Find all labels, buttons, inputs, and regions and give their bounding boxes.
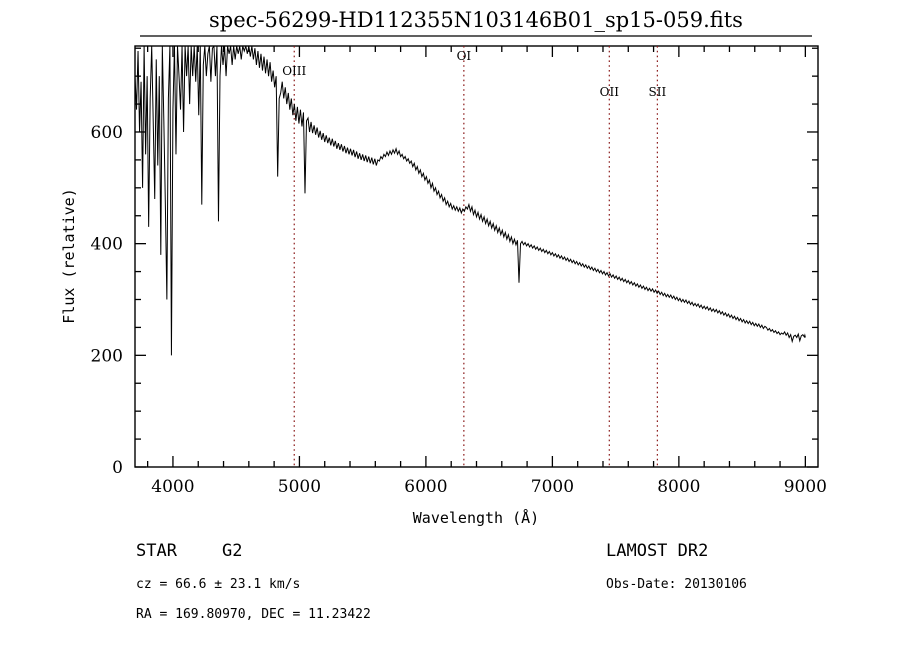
- spectrum-line: [135, 46, 806, 356]
- footer-object-type: STAR: [136, 541, 178, 561]
- y-axis-ticks: [135, 47, 818, 468]
- y-tick-label: 200: [91, 346, 123, 366]
- x-axis-label: Wavelength (Å): [413, 508, 539, 527]
- plot-frame: [134, 45, 819, 468]
- y-axis-label: Flux (relative): [60, 188, 78, 323]
- footer-obs-date: Obs-Date: 20130106: [606, 577, 747, 592]
- x-tick-label: 4000: [151, 477, 194, 497]
- x-tick-label: 8000: [657, 477, 700, 497]
- footer-coordinates: RA = 169.80970, DEC = 11.23422: [136, 607, 371, 622]
- x-axis-ticks: [146, 46, 807, 467]
- page-title: spec-56299-HD112355N103146B01_sp15-059.f…: [209, 8, 743, 32]
- y-tick-label: 0: [112, 458, 123, 478]
- x-tick-label: 7000: [531, 477, 574, 497]
- line-marker-label-oii: OII: [600, 85, 620, 99]
- x-tick-label: 6000: [404, 477, 447, 497]
- line-marker-label-oi: OI: [457, 49, 472, 63]
- spectral-line-markers: OIII OI OII SII: [282, 46, 666, 467]
- footer-redshift: cz = 66.6 ± 23.1 km/s: [136, 577, 300, 592]
- footer-survey: LAMOST DR2: [606, 541, 708, 561]
- y-tick-label: 400: [91, 235, 123, 255]
- line-marker-label-sii: SII: [649, 85, 667, 99]
- y-tick-label: 600: [91, 123, 123, 143]
- x-tick-label: 9000: [784, 477, 827, 497]
- x-axis-tick-labels: 4000 5000 6000 7000 8000 9000: [151, 477, 827, 497]
- line-marker-label-oiii: OIII: [282, 64, 306, 78]
- footer-spectral-class: G2: [222, 541, 242, 561]
- flux-trace: [135, 46, 806, 356]
- y-axis-tick-labels: 0 200 400 600: [91, 123, 123, 478]
- x-tick-label: 5000: [278, 477, 321, 497]
